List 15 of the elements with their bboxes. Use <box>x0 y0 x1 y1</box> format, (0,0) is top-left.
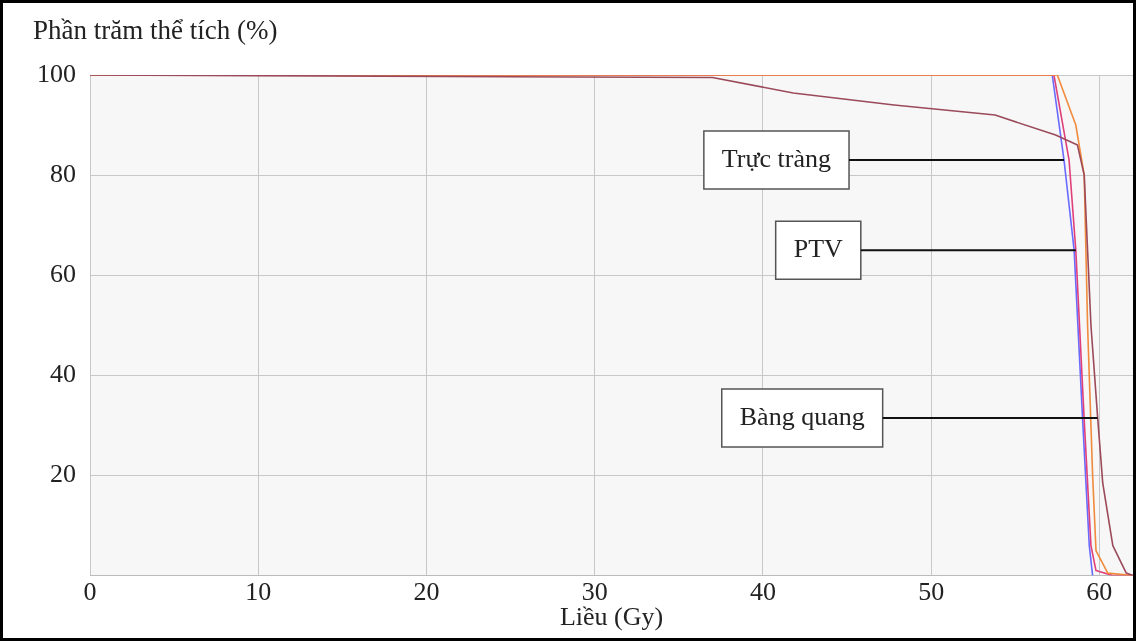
y-tick-label: 60 <box>50 259 76 289</box>
annotation: PTV <box>793 234 844 264</box>
y-tick-label: 40 <box>50 359 76 389</box>
y-axis-title: Phần trăm thể tích (%) <box>33 15 278 46</box>
y-tick-label: 80 <box>50 158 76 188</box>
y-tick-label: 100 <box>37 58 76 88</box>
x-tick-label: 20 <box>413 577 440 607</box>
x-tick-label: 0 <box>83 577 97 607</box>
x-tick-label: 10 <box>245 577 272 607</box>
y-tick-label: 20 <box>50 459 76 489</box>
x-tick-label: 60 <box>1086 577 1113 607</box>
annotation: Trực tràng <box>721 143 832 173</box>
x-tick-label: 40 <box>749 577 776 607</box>
annotation: Bàng quang <box>739 401 865 431</box>
x-tick-label: 50 <box>918 577 945 607</box>
